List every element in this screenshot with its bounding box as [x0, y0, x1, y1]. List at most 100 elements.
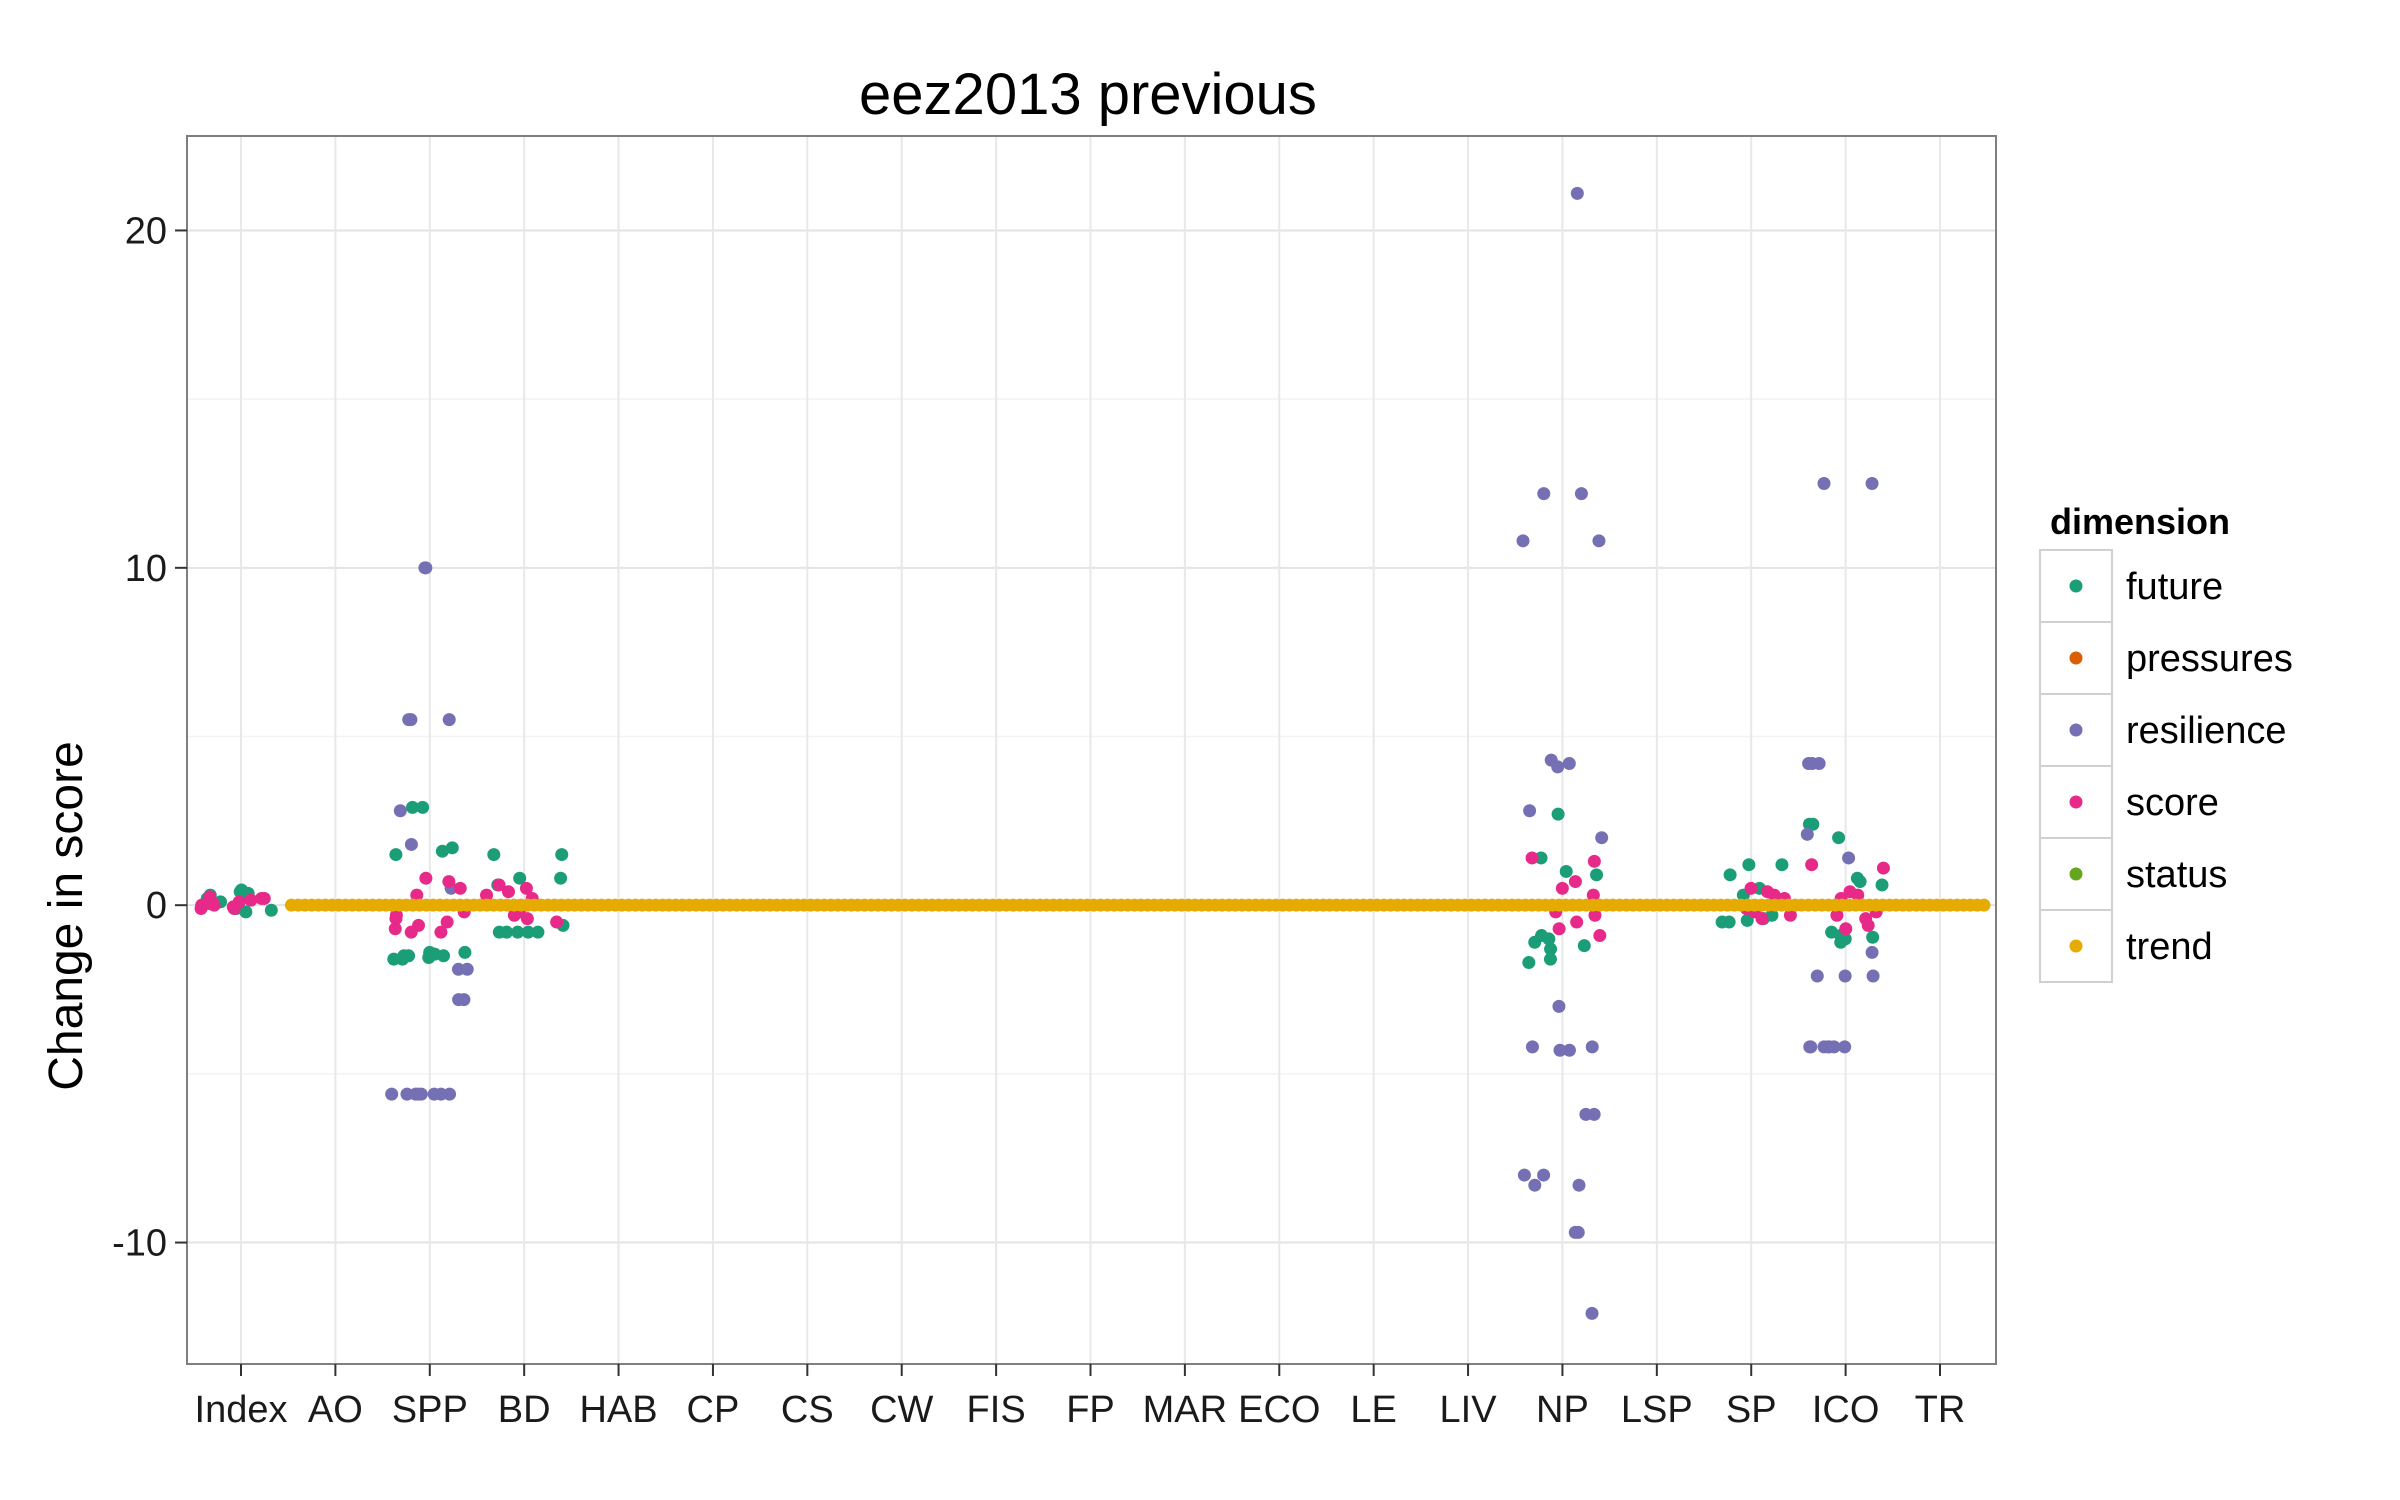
data-point	[555, 848, 569, 862]
data-point	[1570, 186, 1584, 200]
data-point	[1875, 878, 1889, 892]
data-point	[1592, 534, 1606, 548]
x-tick-label: CS	[781, 1389, 834, 1431]
data-point	[410, 888, 424, 902]
data-point	[442, 713, 456, 727]
data-point	[1585, 1306, 1599, 1320]
data-point	[414, 1087, 428, 1101]
data-point	[1568, 1225, 1582, 1239]
data-point	[513, 871, 527, 885]
x-tick-label: LE	[1350, 1389, 1396, 1431]
legend-entry-status: status	[2039, 837, 2227, 911]
x-tick-label: CP	[687, 1389, 740, 1431]
data-point	[418, 561, 432, 575]
legend-key-dot	[2069, 723, 2083, 737]
data-point	[1850, 871, 1864, 885]
data-point	[1562, 756, 1576, 770]
data-point	[419, 871, 433, 885]
data-point	[487, 848, 501, 862]
data-point	[1595, 831, 1609, 845]
data-point	[442, 875, 456, 889]
data-point	[1523, 804, 1537, 818]
data-point	[1775, 858, 1789, 872]
data-point	[1866, 930, 1880, 944]
data-point	[1537, 487, 1551, 501]
data-point	[1587, 1107, 1601, 1121]
data-point	[1551, 807, 1565, 821]
data-point	[1832, 831, 1846, 845]
legend-label: score	[2126, 782, 2219, 824]
data-point	[1552, 999, 1566, 1013]
data-point	[440, 915, 454, 929]
series-resilience	[385, 186, 1880, 1320]
data-point	[1805, 756, 1819, 770]
data-point	[1590, 868, 1604, 882]
data-point	[385, 1087, 399, 1101]
data-point	[412, 918, 426, 932]
data-point	[1977, 898, 1991, 912]
data-point	[1568, 875, 1582, 889]
data-point	[203, 890, 217, 904]
legend-key-dot	[2069, 579, 2083, 593]
legend-entry-resilience: resilience	[2039, 693, 2287, 767]
data-point	[1723, 868, 1737, 882]
data-point	[1535, 929, 1549, 943]
data-point	[458, 945, 472, 959]
data-point	[427, 1087, 441, 1101]
data-point	[1810, 969, 1824, 983]
data-point	[227, 902, 241, 916]
legend-entry-score: score	[2039, 765, 2219, 839]
grid-lines	[187, 136, 1996, 1364]
data-point	[416, 800, 430, 814]
plot-panel	[186, 135, 1997, 1365]
data-point	[445, 841, 459, 855]
data-point	[402, 713, 416, 727]
legend-entries: future pressures resilience score status tren…	[2039, 549, 2293, 983]
data-point	[1562, 1043, 1576, 1057]
data-point	[244, 893, 258, 907]
data-point	[1528, 1178, 1542, 1192]
data-point	[400, 1087, 414, 1101]
data-point	[1865, 476, 1879, 490]
series-score	[194, 851, 1890, 943]
data-point	[387, 952, 401, 966]
data-point	[1516, 534, 1530, 548]
x-tick-label: HAB	[579, 1389, 657, 1431]
legend-key-dot	[2069, 867, 2083, 881]
data-point	[1525, 1040, 1539, 1054]
data-point	[404, 837, 418, 851]
data-point	[1517, 1168, 1531, 1182]
x-tick-label: AO	[308, 1389, 363, 1431]
data-point	[521, 925, 535, 939]
data-point	[264, 903, 278, 917]
data-point	[511, 925, 525, 939]
chart-title: eez2013 previous	[859, 62, 1317, 127]
data-point	[1740, 913, 1754, 927]
data-point	[1755, 912, 1769, 926]
data-point	[501, 885, 515, 899]
data-point	[1822, 1040, 1836, 1054]
x-tick-label: MAR	[1143, 1389, 1227, 1431]
data-point	[1588, 908, 1602, 922]
data-point	[1525, 851, 1539, 865]
series-trend	[284, 898, 1991, 912]
legend-label: future	[2126, 566, 2223, 608]
legend-title: dimension	[2050, 501, 2230, 542]
data-point	[1570, 915, 1584, 929]
data-point	[1866, 969, 1880, 983]
data-point	[422, 950, 436, 964]
data-point	[1802, 817, 1816, 831]
data-point	[1559, 864, 1573, 878]
data-point	[1838, 969, 1852, 983]
data-point	[1555, 881, 1569, 895]
data-point	[435, 844, 449, 858]
x-axis: Index AO SPP BD HAB CP CS CW FIS FP MAR ECO LE LIV NP L…	[195, 1364, 1965, 1431]
x-tick-label: ICO	[1812, 1389, 1880, 1431]
data-point	[1742, 858, 1756, 872]
data-point	[406, 800, 420, 814]
legend-entry-trend: trend	[2039, 909, 2213, 983]
data-point	[453, 881, 467, 895]
data-point	[1543, 952, 1557, 966]
data-point	[1817, 476, 1831, 490]
data-point	[1553, 1043, 1567, 1057]
